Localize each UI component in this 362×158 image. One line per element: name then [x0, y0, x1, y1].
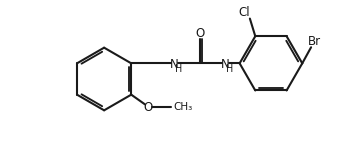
- Text: Br: Br: [308, 35, 321, 48]
- Text: N: N: [170, 58, 178, 71]
- Text: Cl: Cl: [239, 6, 250, 19]
- Text: O: O: [195, 27, 205, 40]
- Text: H: H: [227, 64, 234, 74]
- Text: O: O: [144, 101, 153, 114]
- Text: H: H: [175, 64, 182, 74]
- Text: CH₃: CH₃: [174, 102, 193, 112]
- Text: N: N: [221, 58, 230, 71]
